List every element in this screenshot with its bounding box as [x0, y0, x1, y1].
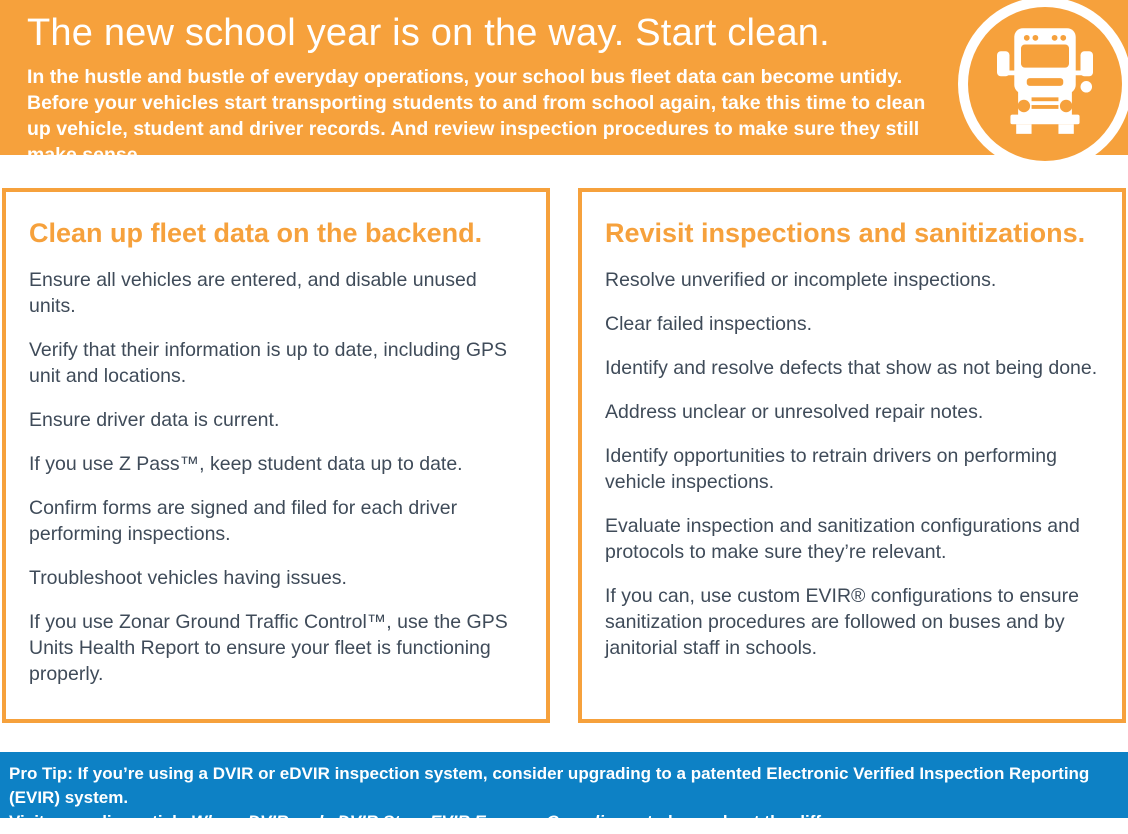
list-item: Ensure driver data is current. — [29, 409, 280, 431]
bus-badge-circle — [968, 7, 1122, 161]
list-item: Verify that their information is up to d… — [29, 339, 508, 387]
list-item: If you use Zonar Ground Traffic Control™… — [29, 611, 508, 685]
list-item: Evaluate inspection and sanitization con… — [605, 515, 1080, 563]
pro-tip-label: Pro Tip: — [9, 764, 73, 783]
school-bus-icon — [997, 27, 1093, 141]
page-title: The new school year is on the way. Start… — [27, 12, 830, 54]
card-heading: Clean up fleet data on the backend. — [29, 218, 483, 248]
article-link[interactable]: Where DVIR and eDVIR Stop, EVIR Ensures … — [191, 812, 643, 831]
list-item: Resolve unverified or incomplete inspect… — [605, 269, 997, 291]
list-item: Clear failed inspections. — [605, 313, 813, 335]
card-revisit-inspections: Revisit inspections and sanitizations. R… — [578, 188, 1126, 723]
list-item: If you can, use custom EVIR® configurati… — [605, 585, 1079, 659]
list-item: Identify opportunities to retrain driver… — [605, 445, 1057, 493]
list-item: Ensure all vehicles are entered, and dis… — [29, 269, 477, 317]
card-heading: Revisit inspections and sanitizations. — [605, 218, 1086, 248]
pro-tip-line1: Pro Tip: If you’re using a DVIR or eDVIR… — [9, 762, 1114, 810]
banner-subtitle: In the hustle and bustle of everyday ope… — [27, 66, 926, 166]
pro-tip-text: to learn about the differences. — [642, 812, 891, 831]
list-item: Address unclear or unresolved repair not… — [605, 401, 984, 423]
pro-tip-text: Visit our online article — [9, 812, 192, 831]
list-item: Troubleshoot vehicles having issues. — [29, 567, 347, 589]
pro-tip-text: If you’re using a DVIR or eDVIR inspecti… — [9, 764, 1090, 807]
pro-tip-banner: Pro Tip: If you’re using a DVIR or eDVIR… — [0, 752, 1128, 831]
pro-tip-line2: Visit our online article Where DVIR and … — [9, 810, 1114, 834]
list-item: Confirm forms are signed and filed for e… — [29, 497, 458, 545]
header-banner: The new school year is on the way. Start… — [0, 0, 1128, 166]
list-item: If you use Z Pass™, keep student data up… — [29, 453, 463, 475]
bus-badge-ring — [958, 0, 1128, 171]
card-clean-up-fleet-data: Clean up fleet data on the backend. Ensu… — [2, 188, 550, 723]
list-item: Identify and resolve defects that show a… — [605, 357, 1098, 379]
